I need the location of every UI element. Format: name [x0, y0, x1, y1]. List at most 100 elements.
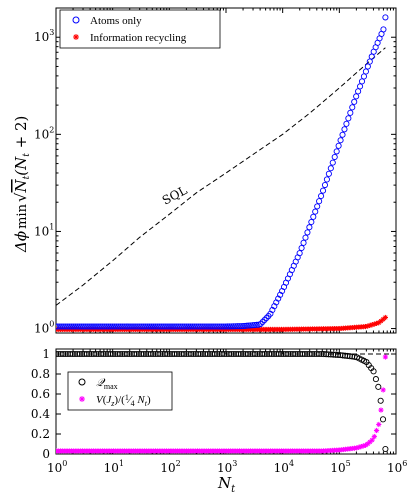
atoms-only-point	[138, 323, 145, 330]
atoms-only-point	[128, 323, 136, 330]
atoms-only-point	[109, 323, 116, 330]
atoms-only-point	[353, 93, 360, 100]
qmax-point	[313, 350, 320, 358]
qmax-point	[206, 350, 214, 358]
qmax-point	[128, 350, 135, 358]
atoms-only-point	[148, 323, 155, 330]
atoms-only-point	[310, 213, 317, 220]
atoms-only-point	[380, 26, 387, 33]
atoms-only-point	[312, 208, 319, 215]
qmax-point	[71, 350, 79, 358]
atoms-only-point	[165, 323, 173, 330]
legend-label-information-recycling: Information recycling	[90, 32, 187, 44]
qmax-point	[83, 350, 90, 358]
atoms-only-point	[154, 323, 161, 330]
qmax-point	[107, 350, 114, 358]
atoms-only-point	[119, 323, 126, 330]
qmax-point	[209, 350, 216, 358]
legend-variance-marker	[79, 396, 85, 402]
qmax-point	[266, 350, 273, 358]
atoms-only-point	[56, 323, 63, 330]
x-tick-label: 104	[274, 459, 294, 475]
qmax-point	[304, 350, 311, 358]
atoms-only-point	[325, 170, 332, 177]
top-y-axis-label: Δϕmin√Nt(Nt + 2)	[12, 116, 32, 253]
atoms-only-point	[187, 323, 194, 330]
atoms-only-point	[224, 323, 231, 330]
qmax-point	[161, 350, 169, 358]
qmax-point	[261, 350, 268, 358]
qmax-point	[57, 350, 64, 358]
atoms-only-point	[93, 323, 100, 330]
bottom-y-tick-labels: 0 0.2 0.4 0.6 0.8 1	[31, 347, 50, 461]
variance-point-stroke	[369, 437, 375, 443]
qmax-point	[282, 350, 289, 358]
qmax-point	[173, 350, 180, 358]
atoms-only-point	[321, 181, 329, 189]
atoms-only-point	[185, 323, 192, 330]
atoms-only-point	[158, 323, 165, 330]
atoms-only-point	[68, 323, 75, 330]
atoms-only-point	[300, 239, 307, 246]
atoms-only-point	[144, 323, 151, 330]
atoms-only-point	[245, 322, 253, 329]
atoms-only-point	[333, 148, 340, 155]
atoms-only-point	[212, 323, 219, 330]
qmax-point	[311, 350, 318, 358]
qmax-point	[69, 350, 76, 358]
qmax-point	[268, 350, 275, 358]
atoms-only-point	[259, 318, 266, 326]
qmax-point	[171, 350, 178, 358]
atoms-only-point	[169, 323, 176, 330]
atoms-only-point	[97, 323, 104, 330]
qmax-point	[152, 350, 159, 358]
legend-star-stroke	[73, 34, 79, 40]
atoms-only-point	[251, 321, 258, 329]
y-tick-label: 0	[42, 447, 50, 461]
qmax-point	[202, 350, 209, 358]
atoms-only-point	[222, 323, 229, 330]
legend-label-variance: V(Jz)/(1⁄4 Nt)	[96, 393, 151, 408]
qmax-point	[88, 350, 95, 358]
qmax-point	[249, 350, 256, 358]
atoms-only-point	[136, 323, 143, 330]
qmax-point	[100, 350, 107, 358]
qmax-point	[216, 350, 223, 358]
atoms-only-point	[206, 323, 214, 330]
y-tick-label: 100	[34, 320, 54, 336]
atoms-only-point	[64, 323, 71, 330]
y-tick-label: 103	[34, 28, 54, 44]
atoms-only-point	[130, 323, 138, 330]
qmax-point	[330, 351, 337, 358]
atoms-only-point	[247, 322, 254, 329]
qmax-point	[81, 350, 88, 358]
legend-asterisk-marker	[73, 34, 79, 40]
atoms-only-point	[316, 198, 323, 205]
qmax-point	[233, 350, 240, 358]
qmax-point	[90, 350, 97, 358]
atoms-only-point	[234, 323, 241, 330]
variance-point	[376, 421, 382, 428]
variance-point-stroke	[376, 422, 381, 427]
atoms-only-point	[263, 314, 270, 322]
atoms-only-point	[327, 165, 334, 172]
atoms-only-point	[323, 176, 330, 183]
variance-point	[378, 407, 384, 413]
atoms-only-point	[261, 316, 268, 324]
variance-point-stroke	[374, 428, 379, 433]
x-tick-label: 103	[217, 459, 237, 475]
atoms-only-point	[115, 323, 122, 330]
atoms-only-point	[195, 323, 202, 330]
atoms-only-point	[238, 323, 245, 330]
atoms-only-point	[304, 229, 311, 236]
qmax-point	[124, 350, 131, 358]
legend-label-atoms-only: Atoms only	[90, 15, 142, 27]
atoms-only-point	[66, 323, 73, 330]
qmax-point	[211, 350, 218, 358]
atoms-only-point	[86, 323, 93, 330]
y-tick-label: 102	[34, 125, 54, 141]
qmax-point	[195, 350, 202, 358]
atoms-only-point	[171, 323, 178, 330]
variance-series	[56, 354, 388, 454]
sql-dashed-line	[56, 47, 386, 306]
